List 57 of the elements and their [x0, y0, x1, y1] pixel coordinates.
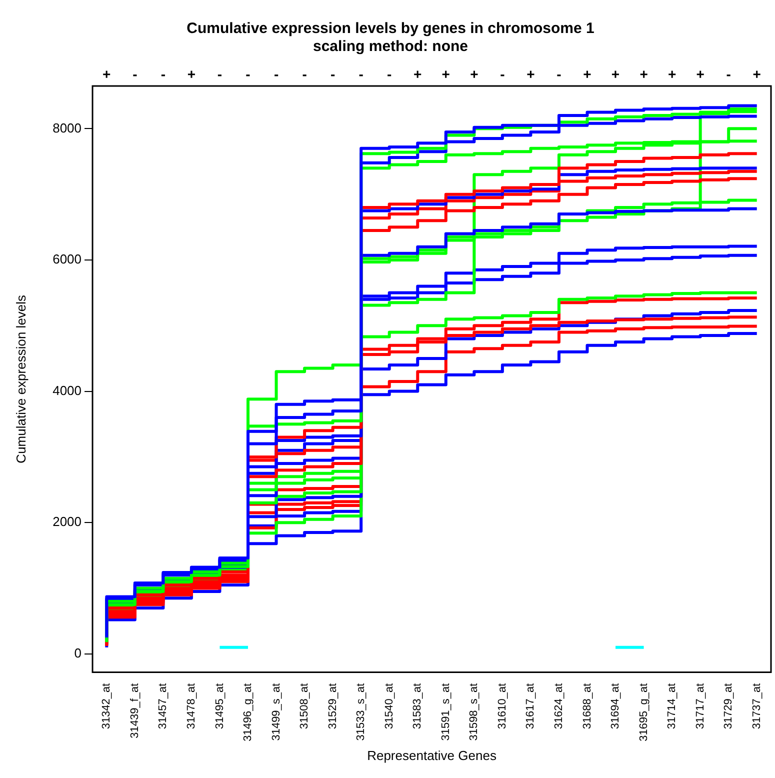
- x-tick-label: 31694_at: [610, 683, 622, 730]
- text: +: [187, 66, 196, 82]
- y-tick-label: 2000: [52, 514, 82, 530]
- x-tick-label: 31624_at: [553, 683, 566, 730]
- x-tick-label: 31499_s_at: [270, 683, 282, 741]
- x-tick-label: 31737_at: [750, 683, 763, 730]
- x-axis-title: Representative Genes: [367, 748, 497, 763]
- text: +: [640, 66, 648, 82]
- x-tick-label: 31598_s_at: [468, 683, 480, 741]
- text: -: [358, 66, 364, 82]
- x-tick-label: 31342_at: [100, 683, 113, 730]
- text: -: [246, 66, 251, 82]
- y-tick-label: 8000: [52, 120, 82, 136]
- chart-subtitle: scaling method: none: [312, 38, 468, 56]
- x-tick-label: 31617_at: [524, 683, 537, 730]
- x-tick-label: 31533_s_at: [355, 683, 368, 741]
- text: +: [752, 66, 761, 82]
- text: +: [526, 66, 535, 82]
- x-tick-label: 31591_s_at: [440, 683, 452, 741]
- x-tick-label: 31540_at: [383, 683, 396, 730]
- x-tick-label: 31495_at: [214, 683, 226, 730]
- y-axis-title: Cumulative expression levels: [13, 294, 28, 464]
- x-tick-label: 31695_g_at: [638, 683, 650, 742]
- text: +: [470, 66, 478, 82]
- x-tick-label: 31496_g_at: [242, 683, 254, 742]
- text: +: [102, 66, 111, 82]
- x-tick-label: 31610_at: [496, 683, 508, 730]
- text: +: [611, 66, 620, 82]
- text: -: [132, 66, 138, 82]
- text: -: [302, 66, 308, 82]
- x-tick-label: 31714_at: [666, 683, 678, 730]
- x-tick-label: 31688_at: [581, 683, 594, 730]
- text: +: [583, 66, 592, 82]
- text: -: [500, 66, 506, 82]
- x-tick-label: 31583_at: [412, 683, 424, 730]
- text: -: [217, 66, 222, 82]
- text: +: [696, 66, 704, 82]
- y-tick-label: 6000: [52, 252, 82, 267]
- text: -: [274, 66, 279, 82]
- x-tick-label: 31439_f_at: [128, 683, 141, 738]
- text: -: [330, 66, 336, 82]
- x-tick-label: 31529_at: [326, 683, 339, 730]
- text: -: [556, 66, 562, 82]
- x-tick-label: 31478_at: [185, 683, 198, 730]
- x-tick-label: 31508_at: [298, 683, 311, 730]
- text: +: [442, 66, 450, 82]
- text: +: [414, 66, 422, 82]
- text: +: [668, 66, 676, 82]
- text: -: [160, 66, 166, 82]
- x-tick-label: 31457_at: [157, 683, 170, 730]
- text: -: [387, 66, 392, 82]
- y-tick-label: 4000: [52, 382, 82, 398]
- chart-title: Cumulative expression levels by genes in chromosome 1: [186, 20, 594, 38]
- text: -: [726, 66, 732, 82]
- y-tick-label: 0: [74, 645, 82, 660]
- x-tick-label: 31717_at: [694, 683, 706, 730]
- x-tick-label: 31729_at: [722, 683, 735, 730]
